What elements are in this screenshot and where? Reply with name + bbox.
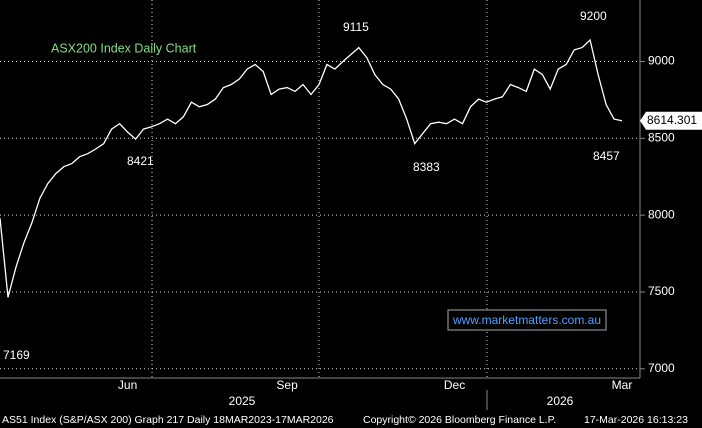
annotation: 9200 <box>580 9 607 23</box>
x-tick-label: Sep <box>276 378 298 392</box>
y-tick-label: 7000 <box>648 361 675 375</box>
x-tick-label: Dec <box>444 378 465 392</box>
y-tick-label: 7500 <box>648 284 675 298</box>
footer: 17-Mar-2026 16:13:23 <box>584 414 688 426</box>
last-price-tag <box>640 111 702 130</box>
year-label: 2025 <box>229 394 256 408</box>
footer: AS51 Index (S&P/ASX 200) Graph 217 Daily… <box>2 414 334 426</box>
watermark: www.marketmatters.com.au <box>452 313 601 327</box>
annotation: 7169 <box>3 348 30 362</box>
chart-title: ASX200 Index Daily Chart <box>51 41 197 55</box>
x-tick-label: Jun <box>118 378 137 392</box>
year-label: 2026 <box>547 394 574 408</box>
footer: Copyright© 2026 Bloomberg Finance L.P. <box>363 414 556 426</box>
annotation: 8457 <box>593 149 620 163</box>
y-tick-label: 9000 <box>648 54 675 68</box>
watermark-box <box>447 309 607 331</box>
y-tick-label: 8000 <box>648 207 675 221</box>
y-tick-label: 8500 <box>648 130 675 144</box>
price-line <box>0 38 623 298</box>
annotation: 9115 <box>343 20 369 34</box>
x-tick-label: Mar <box>612 378 633 392</box>
last-price-label: 8614.301 <box>647 113 697 127</box>
annotation: 8421 <box>127 154 154 168</box>
annotation: 8383 <box>413 160 440 174</box>
